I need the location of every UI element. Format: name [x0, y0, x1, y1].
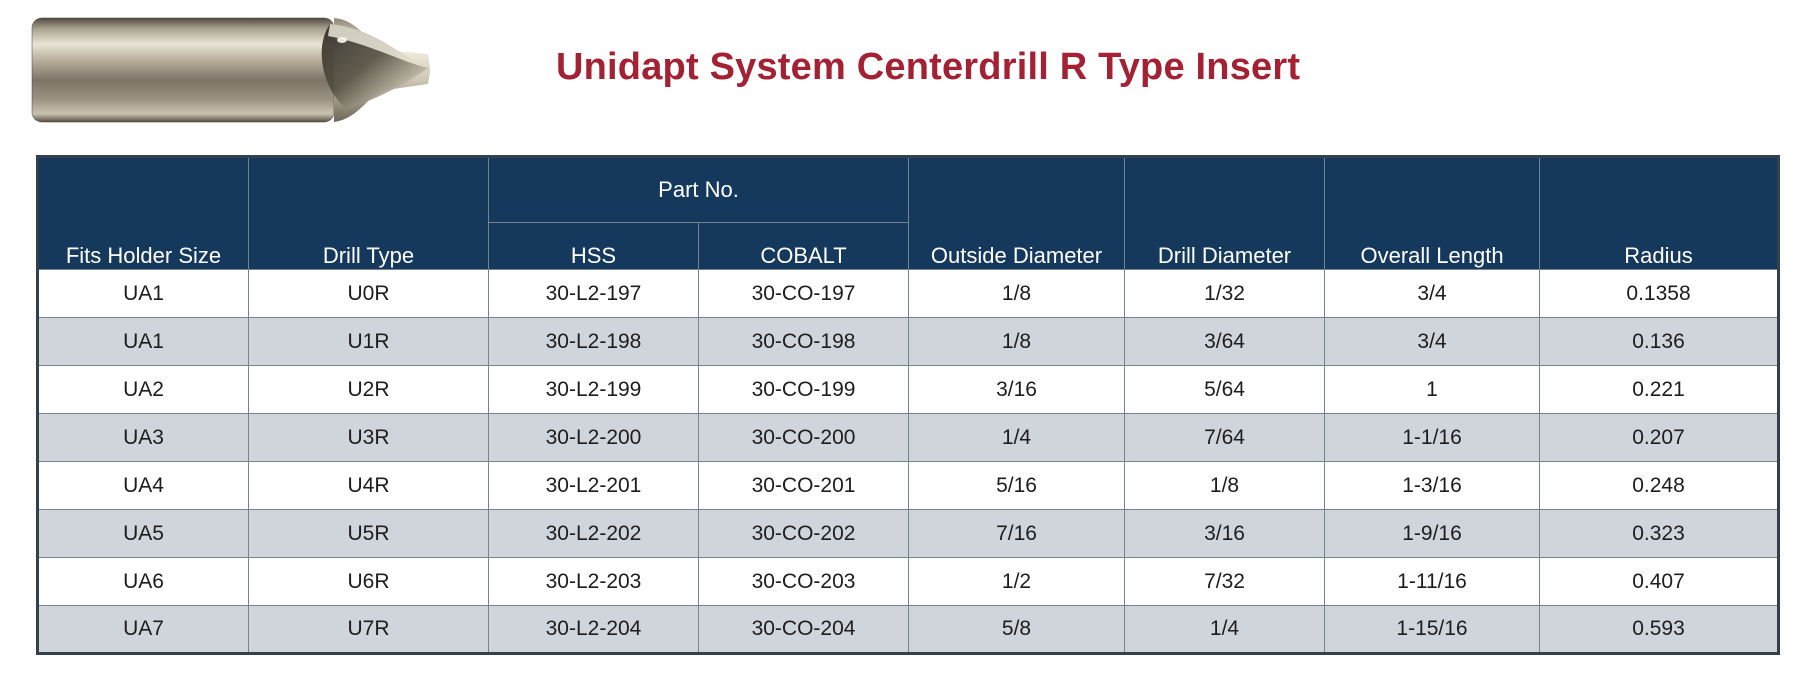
radius-cell: 0.248	[1539, 461, 1780, 510]
drill-diameter-cell: 3/64	[1124, 317, 1326, 366]
outside-diameter-cell: 3/16	[908, 365, 1126, 414]
outside-diameter-cell: 1/8	[908, 317, 1126, 366]
overall-length-cell: 1	[1324, 365, 1541, 414]
overall-length-cell: 1-11/16	[1324, 557, 1541, 606]
radius-cell: 0.407	[1539, 557, 1780, 606]
radius-cell: 0.136	[1539, 317, 1780, 366]
table-row: UA5 U5R 30-L2-202 30-CO-202 7/16 3/16 1-9/16 0.…	[37, 509, 1780, 558]
overall-length-cell: 1-15/16	[1324, 605, 1541, 654]
drill-type-cell: U6R	[248, 557, 489, 606]
radius-cell: 0.323	[1539, 509, 1780, 558]
outside-diameter-cell: 7/16	[908, 509, 1126, 558]
col-group-part-no: Part No.	[487, 156, 910, 223]
part-no-hss-cell: 30-L2-198	[488, 317, 699, 366]
centerdrill-photo	[31, 17, 430, 123]
part-no-hss-cell: 30-L2-197	[488, 269, 699, 318]
overall-length-cell: 1-1/16	[1324, 413, 1541, 462]
col-header-radius: Radius	[1539, 156, 1780, 270]
part-no-hss-cell: 30-L2-202	[488, 509, 699, 558]
radius-cell: 0.593	[1539, 605, 1780, 654]
table-row: UA2 U2R 30-L2-199 30-CO-199 3/16 5/64 1 0.221	[37, 365, 1780, 414]
part-no-cobalt-cell: 30-CO-204	[697, 605, 910, 654]
table-row: UA6 U6R 30-L2-203 30-CO-203 1/2 7/32 1-11/16 0.…	[37, 557, 1780, 606]
part-no-cobalt-cell: 30-CO-200	[697, 413, 910, 462]
fits-holder-size-cell: UA7	[37, 605, 249, 654]
outside-diameter-cell: 1/2	[908, 557, 1126, 606]
part-no-cobalt-cell: 30-CO-201	[697, 461, 910, 510]
col-header-fits-holder-size: Fits Holder Size	[37, 156, 249, 270]
fits-holder-size-cell: UA6	[37, 557, 249, 606]
drill-diameter-cell: 7/64	[1124, 413, 1326, 462]
drill-diameter-cell: 1/4	[1124, 605, 1326, 654]
overall-length-cell: 1-3/16	[1324, 461, 1541, 510]
drill-type-cell: U1R	[248, 317, 489, 366]
overall-length-cell: 1-9/16	[1324, 509, 1541, 558]
part-no-hss-cell: 30-L2-204	[488, 605, 699, 654]
drill-type-cell: U4R	[248, 461, 489, 510]
part-no-cobalt-cell: 30-CO-197	[697, 269, 910, 318]
col-header-outside-diameter: Outside Diameter	[908, 156, 1126, 270]
drill-type-cell: U3R	[248, 413, 489, 462]
spec-table: Fits Holder Size Drill Type Part No. Out…	[36, 155, 1781, 655]
part-no-cobalt-cell: 30-CO-203	[697, 557, 910, 606]
table-row: UA4 U4R 30-L2-201 30-CO-201 5/16 1/8 1-3/16 0.2…	[37, 461, 1780, 510]
part-no-cobalt-cell: 30-CO-199	[697, 365, 910, 414]
radius-cell: 0.221	[1539, 365, 1780, 414]
fits-holder-size-cell: UA1	[37, 317, 249, 366]
page-title: Unidapt System Centerdrill R Type Insert	[556, 46, 1301, 88]
part-no-hss-cell: 30-L2-200	[488, 413, 699, 462]
drill-type-cell: U2R	[248, 365, 489, 414]
radius-cell: 0.207	[1539, 413, 1780, 462]
table-row: UA1 U0R 30-L2-197 30-CO-197 1/8 1/32 3/4 0.1358	[37, 269, 1780, 318]
col-header-hss: HSS	[488, 222, 699, 270]
overall-length-cell: 3/4	[1324, 269, 1541, 318]
part-no-cobalt-cell: 30-CO-198	[697, 317, 910, 366]
part-no-hss-cell: 30-L2-201	[488, 461, 699, 510]
part-no-cobalt-cell: 30-CO-202	[697, 509, 910, 558]
drill-diameter-cell: 1/8	[1124, 461, 1326, 510]
fits-holder-size-cell: UA3	[37, 413, 249, 462]
col-header-cobalt: COBALT	[697, 222, 910, 270]
col-header-overall-length: Overall Length	[1324, 156, 1541, 270]
overall-length-cell: 3/4	[1324, 317, 1541, 366]
outside-diameter-cell: 1/4	[908, 413, 1126, 462]
radius-cell: 0.1358	[1539, 269, 1780, 318]
fits-holder-size-cell: UA2	[37, 365, 249, 414]
table-row: UA7 U7R 30-L2-204 30-CO-204 5/8 1/4 1-15/16 0.5…	[37, 605, 1780, 654]
drill-diameter-cell: 5/64	[1124, 365, 1326, 414]
drill-diameter-cell: 1/32	[1124, 269, 1326, 318]
drill-diameter-cell: 3/16	[1124, 509, 1326, 558]
outside-diameter-cell: 1/8	[908, 269, 1126, 318]
fits-holder-size-cell: UA4	[37, 461, 249, 510]
part-no-hss-cell: 30-L2-203	[488, 557, 699, 606]
outside-diameter-cell: 5/8	[908, 605, 1126, 654]
col-header-drill-diameter: Drill Diameter	[1124, 156, 1326, 270]
part-no-hss-cell: 30-L2-199	[488, 365, 699, 414]
drill-diameter-cell: 7/32	[1124, 557, 1326, 606]
fits-holder-size-cell: UA1	[37, 269, 249, 318]
table-row: UA3 U3R 30-L2-200 30-CO-200 1/4 7/64 1-1/16 0.2…	[37, 413, 1780, 462]
drill-type-cell: U0R	[248, 269, 489, 318]
outside-diameter-cell: 5/16	[908, 461, 1126, 510]
spec-table-body: UA1 U0R 30-L2-197 30-CO-197 1/8 1/32 3/4 0.1358…	[37, 269, 1780, 654]
table-row: UA1 U1R 30-L2-198 30-CO-198 1/8 3/64 3/4 0.136	[37, 317, 1780, 366]
drill-type-cell: U7R	[248, 605, 489, 654]
col-header-drill-type: Drill Type	[248, 156, 489, 270]
drill-type-cell: U5R	[248, 509, 489, 558]
fits-holder-size-cell: UA5	[37, 509, 249, 558]
